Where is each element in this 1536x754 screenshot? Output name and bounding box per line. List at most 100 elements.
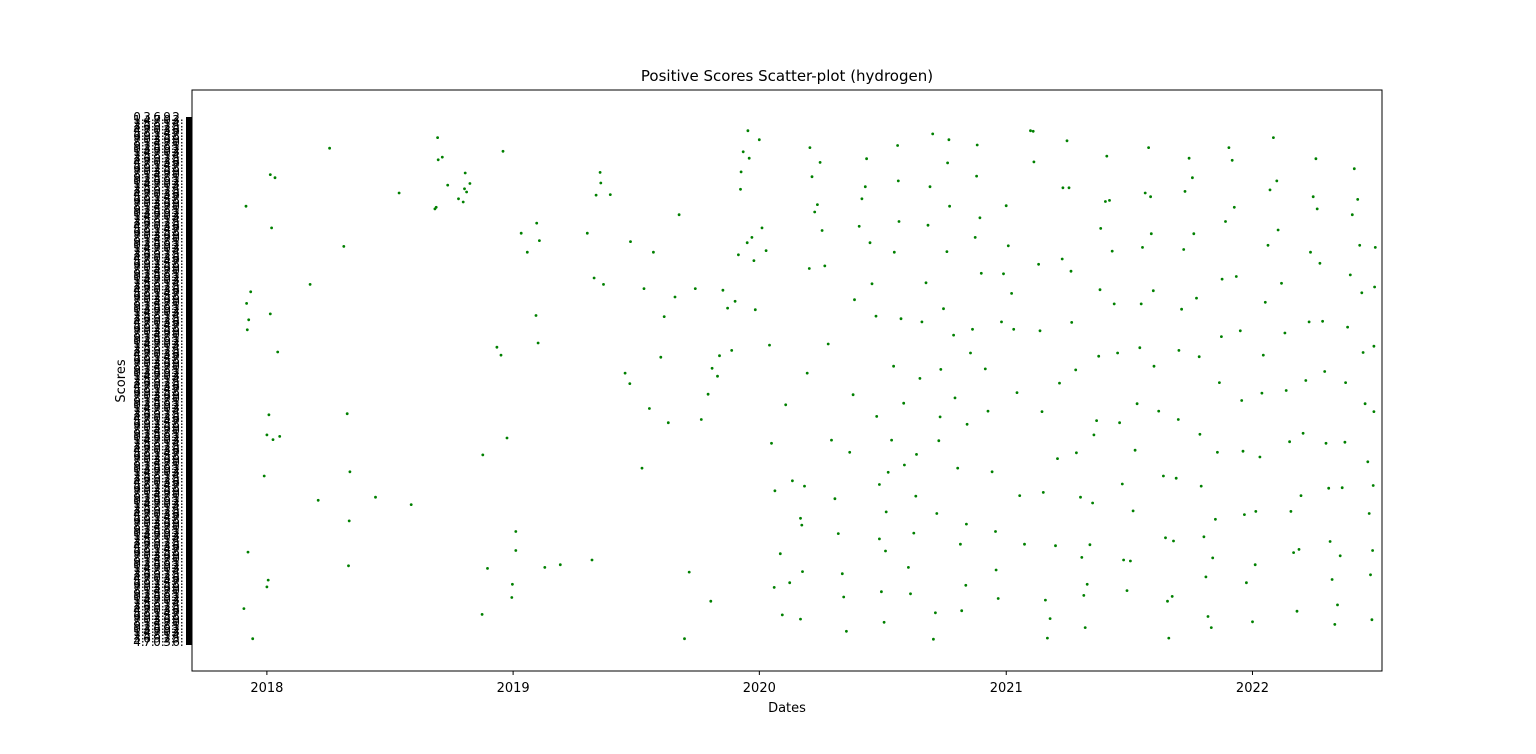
y-tick-label: 8. [133,616,144,630]
y-tick-label: 7. [133,548,144,562]
data-point [845,629,848,633]
y-tick-label: 5. [153,331,164,345]
y-tick-label: 6. [163,388,174,402]
y-tick-label: 1. [172,619,183,633]
y-tick-label: 5. [172,600,183,614]
y-tick-label: 5. [172,536,183,550]
y-tick-label: 9. [143,449,154,463]
y-tick-label: 5. [133,254,144,268]
y-tick-label: 4. [143,305,154,319]
data-point [1157,409,1161,413]
y-tick-label: 6. [153,174,164,188]
data-point [342,245,346,248]
y-tick-label: 9. [143,193,154,207]
y-tick-label: 0. [153,379,164,393]
y-tick-label: 9. [153,600,164,614]
y-tick-label: 0. [172,584,183,598]
data-point [983,367,987,371]
data-point [1151,289,1155,293]
y-tick-label: 6. [172,347,183,361]
y-tick-label: 2. [133,628,144,642]
y-tick-label: 3. [172,305,183,319]
data-point [465,190,468,194]
y-tick-label: 0. [143,228,154,242]
y-tick-label: 0. [172,264,183,278]
y-tick-label: 8. [153,596,164,610]
y-tick-label: 1. [172,139,183,153]
data-point [928,185,932,189]
y-tick-label: 6. [143,440,154,454]
y-tick-label: 4. [143,497,154,511]
data-point [823,264,827,268]
data-point [1230,158,1234,162]
data-point [519,231,523,235]
y-tick-label: 9. [153,248,164,262]
y-tick-label: 3. [133,280,144,294]
y-tick-label: 3. [163,347,174,361]
y-tick-label: 8. [153,404,164,418]
y-tick-label: 7. [143,411,154,425]
y-tick-label: 1. [153,254,164,268]
data-point [1018,494,1022,497]
data-point [1147,146,1150,150]
y-tick-label: 5. [153,427,164,441]
data-point [1012,327,1016,331]
y-tick-label: 6. [133,577,144,591]
y-tick-label: 6. [153,270,164,284]
data-point [868,241,872,245]
y-tick-label: 8. [133,136,144,150]
data-point [594,193,598,197]
y-tick-label: 7. [133,420,144,434]
data-point [975,143,979,147]
y-tick-label: 8. [172,513,183,527]
y-tick-label: 5. [133,606,144,620]
y-tick-label: 2. [172,494,183,508]
y-tick-label: 3. [153,324,164,338]
y-tick-label: 6. [153,590,164,604]
y-tick-label: 5. [133,158,144,172]
y-tick-label: 0. [153,443,164,457]
y-tick-label: 5. [163,513,174,527]
data-point [1166,599,1169,603]
y-tick-label: 1. [153,286,164,300]
data-point [1263,300,1267,304]
y-tick-label: 1. [153,126,164,140]
data-point [599,181,603,185]
y-tick-label: 7. [153,465,164,479]
data-point [1069,269,1073,273]
y-tick-label: 2. [133,372,144,386]
data-point [1206,615,1210,618]
y-tick-label: 6. [143,632,154,646]
y-tick-label: 0. [153,635,164,649]
y-tick-label: 4. [163,190,174,204]
y-tick-label: 4. [172,628,183,642]
y-tick-label: 7. [133,292,144,306]
data-point [860,197,864,201]
y-tick-label: 6. [172,251,183,265]
y-tick-label: 9. [163,398,174,412]
y-tick-label: 6. [163,548,174,562]
y-tick-label: 6. [153,462,164,476]
y-tick-label: 7. [163,264,174,278]
data-point [996,597,1000,600]
y-tick-label: 7. [143,603,154,617]
y-tick-label: 0. [163,401,174,415]
y-tick-label: 7. [143,507,154,521]
y-tick-label: 5. [133,382,144,396]
y-tick-label: 6. [172,219,183,233]
y-tick-label: 2. [133,564,144,578]
data-point [1284,389,1288,392]
data-point [833,497,837,501]
y-tick-label: 2. [172,302,183,316]
data-point [1023,542,1026,546]
y-tick-label: 0. [133,430,144,444]
y-tick-label: 2. [163,344,174,358]
data-point [347,564,350,568]
y-tick-label: 9. [163,110,174,124]
data-point [710,366,714,370]
y-tick-label: 5. [143,564,154,578]
y-tick-label: 8. [163,619,174,633]
y-tick-label: 1. [163,468,174,482]
y-tick-label: 4. [172,596,183,610]
y-tick-label: 0. [143,164,154,178]
